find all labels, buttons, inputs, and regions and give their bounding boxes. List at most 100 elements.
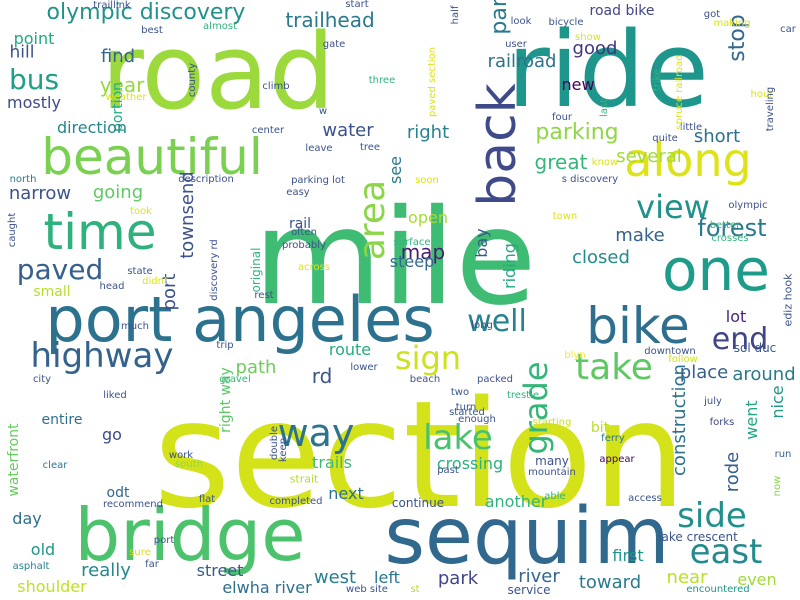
word-show: show <box>575 32 601 43</box>
word-now: now <box>772 475 783 497</box>
word-lake-crescent: lake crescent <box>658 530 738 544</box>
word-section: section <box>153 369 687 541</box>
word-know: know <box>591 157 619 168</box>
word-starting: starting <box>532 417 572 428</box>
word-narrow: narrow <box>8 183 72 204</box>
word-much: much <box>121 321 149 332</box>
word-west: west <box>313 567 357 588</box>
word-enough: enough <box>458 414 496 425</box>
word-appear: appear <box>599 454 635 465</box>
word-go: go <box>102 425 122 444</box>
word-rode: rode <box>722 451 743 493</box>
word-path: path <box>235 357 277 378</box>
word-open: open <box>408 208 448 227</box>
word-bridge: bridge <box>74 493 306 577</box>
word-waterfront: waterfront <box>6 423 22 497</box>
word-left: left <box>374 568 400 587</box>
word-traveling: traveling <box>765 86 776 132</box>
word-mostly: mostly <box>7 93 61 112</box>
word-olympic-discovery: olympic discovery <box>46 0 246 25</box>
word-asphalt: asphalt <box>12 561 50 572</box>
word-center: center <box>251 125 285 136</box>
word-north: north <box>9 174 37 185</box>
word-long: long <box>471 320 493 331</box>
word-county: county <box>187 62 198 98</box>
word-rest: rest <box>254 290 274 301</box>
word-river: river <box>518 566 560 587</box>
word-railroad: railroad <box>487 51 557 72</box>
word-mountain: mountain <box>528 467 576 478</box>
word-trike: trike <box>652 68 663 92</box>
word-well: well <box>467 304 527 339</box>
word-beach: beach <box>409 374 441 385</box>
word-map: map <box>400 240 446 264</box>
word-keep: keep <box>278 437 289 463</box>
word-take: take <box>575 347 653 388</box>
word-elwha-river: elwha river <box>222 578 312 597</box>
word-point: point <box>13 29 55 48</box>
word-recommend: recommend <box>103 499 163 510</box>
word-able: able <box>544 491 566 502</box>
word-soon: soon <box>415 175 439 186</box>
word-best: best <box>141 25 163 36</box>
word-description: description <box>178 174 234 185</box>
word-run: run <box>774 449 792 460</box>
word-paved: paved <box>16 253 104 286</box>
word-gravel: gravel <box>219 374 251 385</box>
word-bus: bus <box>8 63 60 96</box>
word-head: head <box>99 281 125 292</box>
word-leave: leave <box>305 143 333 154</box>
word-crossing: crossing <box>436 454 504 473</box>
word-three: three <box>368 75 396 86</box>
word-ride: ride <box>507 9 709 131</box>
word-area: area <box>352 179 393 261</box>
word-city: city <box>32 374 52 385</box>
word-follow: follow <box>668 354 698 365</box>
word-sign: sign <box>394 339 462 377</box>
word-sol-duc: sol duc <box>733 341 777 355</box>
word-almost: almost <box>203 21 237 32</box>
word-view: view <box>636 188 710 226</box>
word-clear: clear <box>42 460 68 471</box>
word-several: several <box>616 146 682 167</box>
word-trestle: trestle <box>506 390 540 401</box>
word-past: past <box>437 465 459 476</box>
word-steep: steep <box>389 252 435 271</box>
word-forest: forest <box>697 214 767 242</box>
word-lot: lot <box>725 307 747 326</box>
word-climb: climb <box>262 81 290 92</box>
word-traillink: traillink <box>93 0 131 11</box>
word-lower: lower <box>350 362 378 373</box>
word-ferry: ferry <box>601 433 625 444</box>
word-caught: caught <box>7 212 18 248</box>
word-completed: completed <box>269 496 323 507</box>
word-route: route <box>328 340 372 359</box>
word-forks: forks <box>709 417 735 428</box>
word-parking-lot: parking lot <box>291 175 345 186</box>
word-beautiful: beautiful <box>41 128 263 186</box>
word-park: park <box>437 568 479 589</box>
word-road-bike: road bike <box>589 3 655 19</box>
word-short: short <box>693 126 741 147</box>
word-along: along <box>624 133 752 187</box>
word-lake: lake <box>423 418 493 458</box>
word-way: way <box>277 411 355 455</box>
word-flat: flat <box>198 494 216 505</box>
word-side: side <box>677 496 747 536</box>
word-back: back <box>468 83 528 207</box>
word-strait: strait <box>289 472 319 486</box>
word-port: port <box>153 535 175 546</box>
word-port-angeles: port angeles <box>45 283 435 356</box>
word-another: another <box>484 492 548 511</box>
word-started: started <box>449 407 485 418</box>
word-spruce-railroad: spruce railroad <box>674 54 685 130</box>
word-turn: turn <box>455 402 477 413</box>
word-olympic: olympic <box>728 200 768 211</box>
word-mile: mile <box>253 181 537 335</box>
word-really: really <box>81 560 131 581</box>
word-south: south <box>175 459 203 470</box>
word-around: around <box>732 364 796 385</box>
word-rail: rail <box>288 216 312 232</box>
word-construction: construction <box>669 364 690 476</box>
